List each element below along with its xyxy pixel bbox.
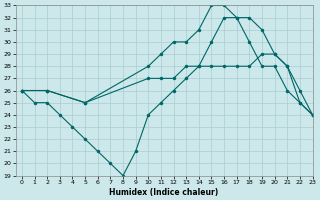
X-axis label: Humidex (Indice chaleur): Humidex (Indice chaleur) [109, 188, 219, 197]
